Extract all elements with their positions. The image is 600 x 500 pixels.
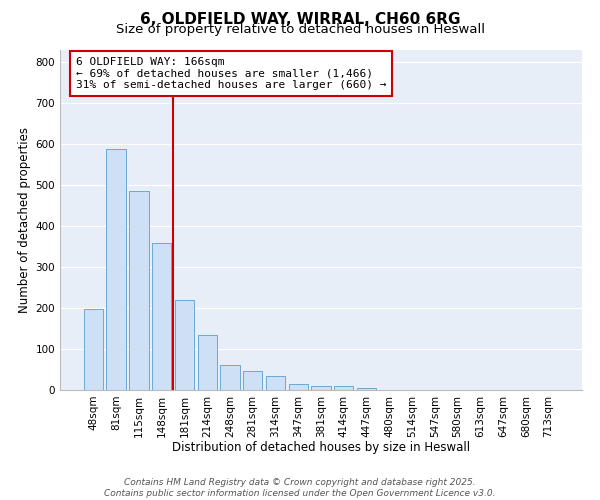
Bar — [197, 334, 217, 390]
Bar — [311, 386, 331, 390]
X-axis label: Distribution of detached houses by size in Heswall: Distribution of detached houses by size … — [172, 441, 470, 454]
Text: Contains HM Land Registry data © Crown copyright and database right 2025.
Contai: Contains HM Land Registry data © Crown c… — [104, 478, 496, 498]
Bar — [357, 388, 376, 390]
Bar — [84, 310, 103, 390]
Text: 6, OLDFIELD WAY, WIRRAL, CH60 6RG: 6, OLDFIELD WAY, WIRRAL, CH60 6RG — [140, 12, 460, 28]
Bar — [334, 386, 353, 390]
Bar — [175, 300, 194, 390]
Bar — [220, 364, 239, 390]
Bar — [129, 190, 149, 390]
Bar — [289, 384, 308, 390]
Text: Size of property relative to detached houses in Heswall: Size of property relative to detached ho… — [115, 22, 485, 36]
Y-axis label: Number of detached properties: Number of detached properties — [19, 127, 31, 313]
Bar — [243, 371, 262, 390]
Bar — [152, 244, 172, 390]
Text: 6 OLDFIELD WAY: 166sqm
← 69% of detached houses are smaller (1,466)
31% of semi-: 6 OLDFIELD WAY: 166sqm ← 69% of detached… — [76, 57, 386, 90]
Bar — [266, 376, 285, 390]
Bar — [106, 149, 126, 390]
